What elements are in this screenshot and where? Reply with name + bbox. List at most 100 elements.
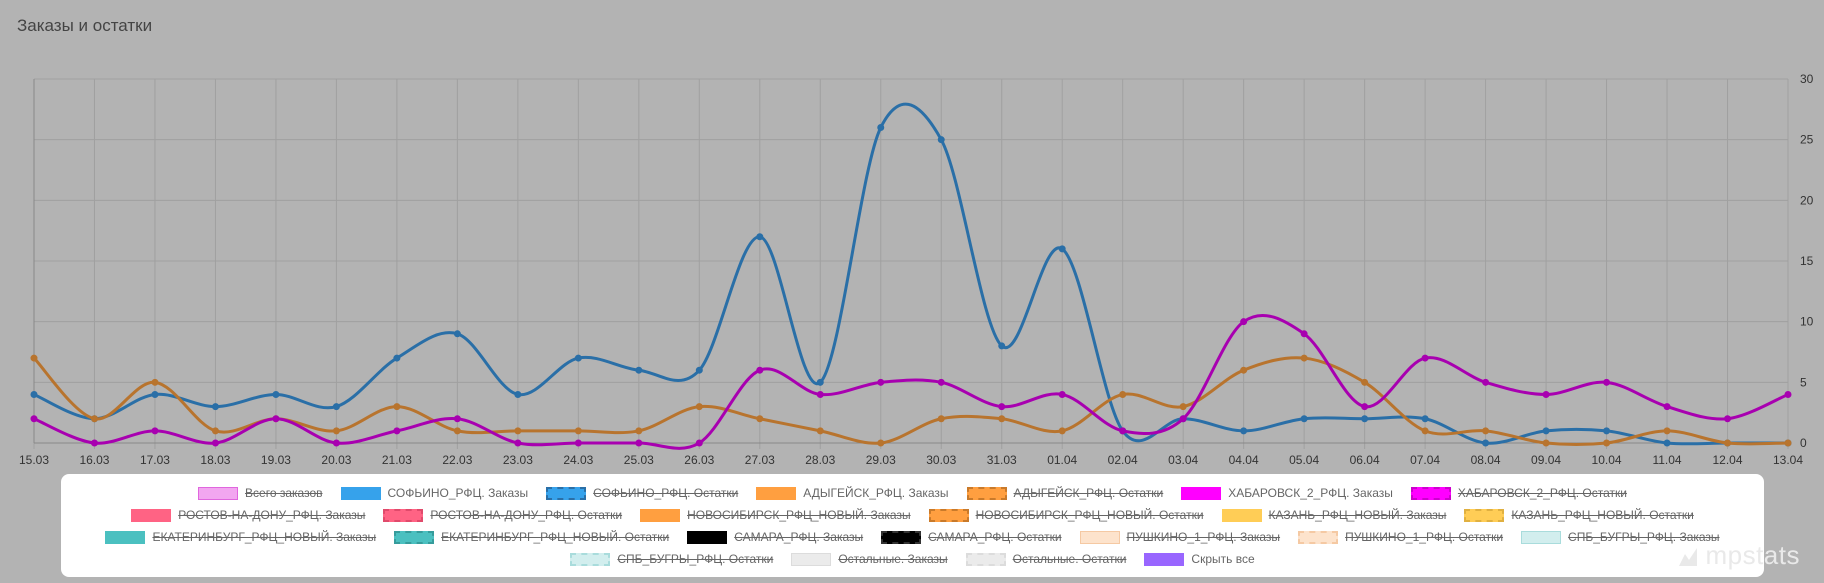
data-point[interactable] [1179,403,1187,411]
data-point[interactable] [393,403,401,411]
data-point[interactable] [151,390,159,398]
data-point[interactable] [1663,439,1671,447]
legend-item[interactable]: АДЫГЕЙСК_РФЦ. Остатки [966,482,1163,504]
data-point[interactable] [816,427,824,435]
data-point[interactable] [90,439,98,447]
data-point[interactable] [1482,378,1490,386]
data-point[interactable] [937,136,945,144]
data-point[interactable] [756,415,764,423]
data-point[interactable] [816,378,824,386]
legend-item[interactable]: Остальные. Заказы [791,548,948,570]
data-point[interactable] [272,390,280,398]
data-point[interactable] [1663,403,1671,411]
legend-item[interactable]: Всего заказов [198,482,323,504]
data-point[interactable] [1058,390,1066,398]
data-point[interactable] [1179,415,1187,423]
data-point[interactable] [1240,427,1248,435]
data-point[interactable] [1603,427,1611,435]
legend-item[interactable]: АДЫГЕЙСК_РФЦ. Заказы [756,482,949,504]
legend-item[interactable]: САМАРА_РФЦ. Заказы [687,526,863,548]
data-point[interactable] [1542,439,1550,447]
data-point[interactable] [877,439,885,447]
legend-item[interactable]: РОСТОВ-НА-ДОНУ_РФЦ. Заказы [131,504,365,526]
data-point[interactable] [1482,427,1490,435]
legend-item[interactable]: КАЗАНЬ_РФЦ_НОВЫЙ. Заказы [1221,504,1446,526]
data-point[interactable] [1300,354,1308,362]
legend-item[interactable]: САМАРА_РФЦ. Остатки [881,526,1062,548]
data-point[interactable] [998,403,1006,411]
data-point[interactable] [30,354,38,362]
data-point[interactable] [514,427,522,435]
legend-item[interactable]: ХАБАРОВСК_2_РФЦ. Остатки [1410,482,1627,504]
data-point[interactable] [998,415,1006,423]
data-point[interactable] [90,415,98,423]
legend-item[interactable]: НОВОСИБИРСК_РФЦ_НОВЫЙ. Остатки [928,504,1204,526]
legend-item[interactable]: СПБ_БУГРЫ_РФЦ. Остатки [570,548,773,570]
data-point[interactable] [1300,415,1308,423]
data-point[interactable] [1663,427,1671,435]
data-point[interactable] [211,403,219,411]
data-point[interactable] [635,427,643,435]
data-point[interactable] [1119,427,1127,435]
legend-item[interactable]: ПУШКИНО_1_РФЦ. Остатки [1298,526,1503,548]
data-point[interactable] [332,439,340,447]
data-point[interactable] [1119,390,1127,398]
data-point[interactable] [1361,415,1369,423]
legend-item[interactable]: ЕКАТЕРИНБУРГ_РФЦ_НОВЫЙ. Заказы [105,526,376,548]
data-point[interactable] [1240,366,1248,374]
data-point[interactable] [1240,318,1248,326]
legend-item[interactable]: СОФЬИНО_РФЦ. Заказы [340,482,528,504]
legend-item[interactable]: РОСТОВ-НА-ДОНУ_РФЦ. Остатки [383,504,622,526]
legend-item[interactable]: Остальные. Остатки [965,548,1126,570]
data-point[interactable] [756,233,764,241]
data-point[interactable] [514,390,522,398]
data-point[interactable] [453,415,461,423]
legend-item[interactable]: НОВОСИБИРСК_РФЦ_НОВЫЙ. Заказы [640,504,911,526]
data-point[interactable] [211,427,219,435]
data-point[interactable] [453,330,461,338]
data-point[interactable] [1361,403,1369,411]
data-point[interactable] [393,354,401,362]
data-point[interactable] [1784,390,1792,398]
data-point[interactable] [635,366,643,374]
data-point[interactable] [695,439,703,447]
data-point[interactable] [998,342,1006,350]
data-point[interactable] [1058,245,1066,253]
data-point[interactable] [332,427,340,435]
data-point[interactable] [151,427,159,435]
data-point[interactable] [1482,439,1490,447]
data-point[interactable] [635,439,643,447]
data-point[interactable] [1603,378,1611,386]
data-point[interactable] [937,378,945,386]
legend-item[interactable]: ПУШКИНО_1_РФЦ. Заказы [1079,526,1280,548]
data-point[interactable] [514,439,522,447]
data-point[interactable] [1724,415,1732,423]
legend-item[interactable]: ХАБАРОВСК_2_РФЦ. Заказы [1181,482,1393,504]
data-point[interactable] [1542,427,1550,435]
data-point[interactable] [877,124,885,132]
data-point[interactable] [1421,354,1429,362]
legend-item[interactable]: КАЗАНЬ_РФЦ_НОВЫЙ. Остатки [1464,504,1694,526]
legend-item[interactable]: Скрыть все [1144,548,1255,570]
data-point[interactable] [877,378,885,386]
data-point[interactable] [1542,390,1550,398]
data-point[interactable] [1421,415,1429,423]
data-point[interactable] [574,427,582,435]
legend-item[interactable]: СОФЬИНО_РФЦ. Остатки [546,482,738,504]
data-point[interactable] [30,415,38,423]
data-point[interactable] [1603,439,1611,447]
data-point[interactable] [1784,439,1792,447]
data-point[interactable] [695,403,703,411]
data-point[interactable] [211,439,219,447]
data-point[interactable] [695,366,703,374]
data-point[interactable] [1300,330,1308,338]
legend-item[interactable]: ЕКАТЕРИНБУРГ_РФЦ_НОВЫЙ. Остатки [394,526,669,548]
data-point[interactable] [756,366,764,374]
data-point[interactable] [1361,378,1369,386]
data-point[interactable] [1421,427,1429,435]
data-point[interactable] [272,415,280,423]
data-point[interactable] [393,427,401,435]
data-point[interactable] [332,403,340,411]
data-point[interactable] [937,415,945,423]
data-point[interactable] [30,390,38,398]
